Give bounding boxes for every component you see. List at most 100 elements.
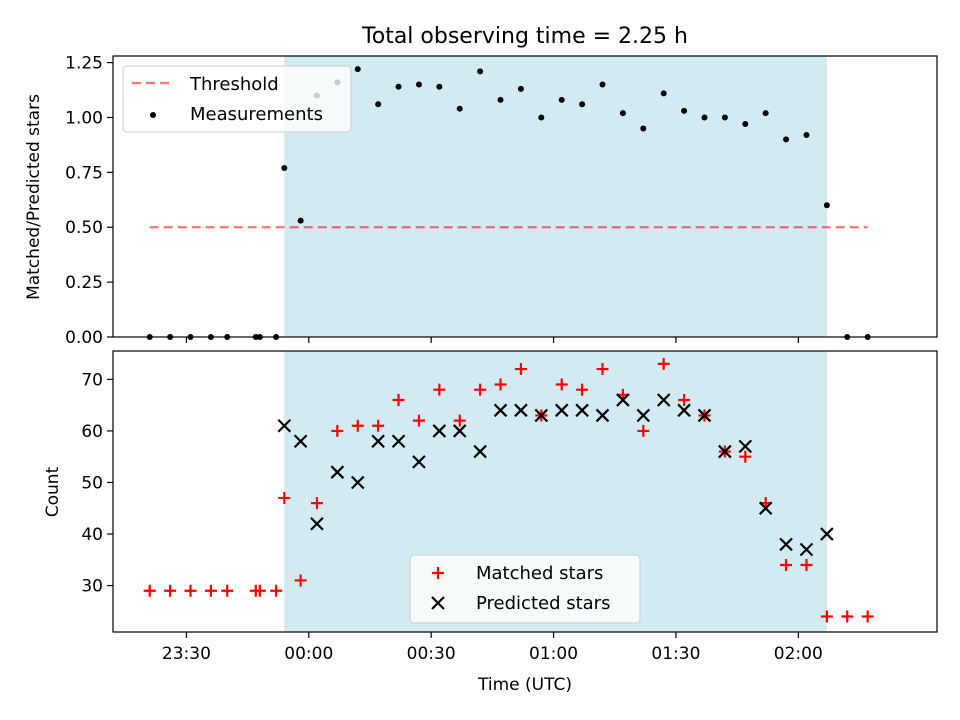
top-legend-box: [122, 65, 352, 133]
predicted-star-marker: [718, 444, 732, 459]
measurement-point: [783, 136, 790, 143]
predicted-star-marker: [677, 403, 691, 418]
predicted-star-marker: [554, 403, 569, 418]
predicted-star-marker: [310, 516, 324, 531]
top-y-tick-label: 0.25: [65, 273, 103, 293]
bottom-axes-frame: [112, 350, 938, 633]
x-tick-label: 00:30: [407, 644, 456, 664]
measurement-point: [599, 81, 606, 88]
measurement-point: [456, 105, 463, 112]
predicted-star-marker: [473, 444, 487, 459]
matched-star-marker: [474, 383, 487, 396]
x-tick-label: 00:00: [284, 644, 333, 664]
measurement-point: [803, 132, 810, 139]
predicted-star-marker: [697, 408, 712, 423]
matched-star-marker: [372, 419, 385, 432]
top-axes-frame: [112, 55, 938, 338]
matched-star-marker: [310, 497, 323, 510]
count-panel: Count Time (UTC) 30 40 50 60 70 23:30 00:00 00:…: [43, 350, 938, 695]
x-axis-label: Time (UTC): [477, 675, 572, 695]
predicted-star-marker: [330, 465, 345, 479]
top-y-tick-label: 1.25: [65, 54, 103, 74]
predicted-star-marker: [277, 418, 292, 433]
predicted-star-marker: [371, 434, 385, 449]
matched-star-marker: [270, 584, 283, 597]
top-y-axis-label: Matched/Predicted stars: [24, 94, 44, 300]
measurement-point: [497, 96, 504, 103]
measurement-point: [742, 121, 749, 128]
matched-star-marker: [841, 610, 854, 623]
predicted-star-marker: [452, 424, 467, 438]
matched-star-marker: [820, 610, 833, 623]
predicted-star-marker: [575, 403, 589, 418]
bottom-y-tick-label: 70: [81, 370, 103, 390]
matched-star-marker: [164, 584, 177, 597]
predicted-star-marker: [514, 403, 528, 418]
matched-star-marker: [780, 558, 793, 571]
measurement-point: [762, 110, 769, 117]
matched-star-marker: [294, 574, 307, 587]
predicted-star-marker: [758, 501, 773, 516]
top-y-tick-label: 0.00: [65, 328, 103, 348]
legend-predicted-swatch: [431, 596, 445, 610]
predicted-star-marker: [636, 408, 651, 423]
matched-star-marker: [453, 414, 466, 427]
measurement-point: [375, 101, 382, 108]
predicted-star-marker: [738, 439, 753, 454]
measurement-point: [660, 90, 667, 97]
matched-star-marker: [576, 383, 589, 396]
matched-star-marker: [657, 357, 670, 370]
top-observing-span: [284, 56, 827, 337]
matched-star-marker: [253, 584, 266, 597]
matched-star-marker: [143, 584, 156, 597]
bottom-y-tick-label: 30: [81, 577, 103, 597]
predicted-star-marker: [595, 408, 610, 423]
measurement-point: [281, 164, 288, 171]
matched-star-marker: [278, 491, 291, 504]
measurement-point: [640, 125, 647, 132]
chart-title: Total observing time = 2.25 h: [361, 24, 688, 49]
measurement-point: [579, 101, 586, 108]
legend-matched-label: Matched stars: [476, 563, 603, 584]
x-tick-label: 02:00: [774, 644, 823, 664]
predicted-star-marker: [493, 403, 508, 418]
bottom-y-axis-label: Count: [43, 466, 63, 517]
matched-star-marker: [494, 378, 507, 391]
measurement-point: [415, 81, 422, 88]
measurement-point: [619, 110, 626, 117]
matched-star-marker: [184, 584, 197, 597]
matched-star-marker: [331, 424, 344, 437]
matched-star-marker: [433, 383, 446, 396]
matched-star-marker: [800, 558, 813, 571]
bottom-y-tick-label: 40: [81, 525, 103, 545]
matched-star-marker: [555, 378, 568, 391]
predicted-star-marker: [350, 475, 365, 490]
x-tick-label: 01:30: [651, 644, 700, 664]
predicted-star-marker: [391, 434, 406, 449]
x-tick-label: 01:00: [529, 644, 578, 664]
legend-measurement-swatch: [150, 112, 156, 118]
measurement-point: [681, 107, 688, 114]
predicted-star-marker: [432, 424, 447, 438]
top-legend: Threshold Measurements: [122, 65, 352, 133]
predicted-star-marker: [616, 393, 630, 407]
bottom-y-tick-label: 60: [81, 422, 103, 442]
bottom-legend-box: [409, 554, 641, 624]
measurement-point: [558, 96, 565, 103]
legend-matched-swatch: [432, 567, 444, 579]
measurement-point: [823, 202, 830, 209]
matched-star-marker: [861, 610, 874, 623]
matched-star-marker: [596, 363, 609, 376]
legend-threshold-label: Threshold: [189, 74, 279, 95]
matched-star-marker: [351, 419, 364, 432]
matched-star-marker: [637, 424, 650, 437]
bottom-legend: Matched stars Predicted stars: [409, 554, 641, 624]
matched-star-marker: [204, 584, 217, 597]
measurement-point: [354, 66, 361, 73]
matched-star-marker: [739, 450, 752, 463]
matched-star-marker: [392, 393, 405, 406]
matched-star-marker: [514, 363, 527, 376]
measurement-point: [395, 83, 402, 90]
predicted-star-marker: [412, 455, 426, 469]
